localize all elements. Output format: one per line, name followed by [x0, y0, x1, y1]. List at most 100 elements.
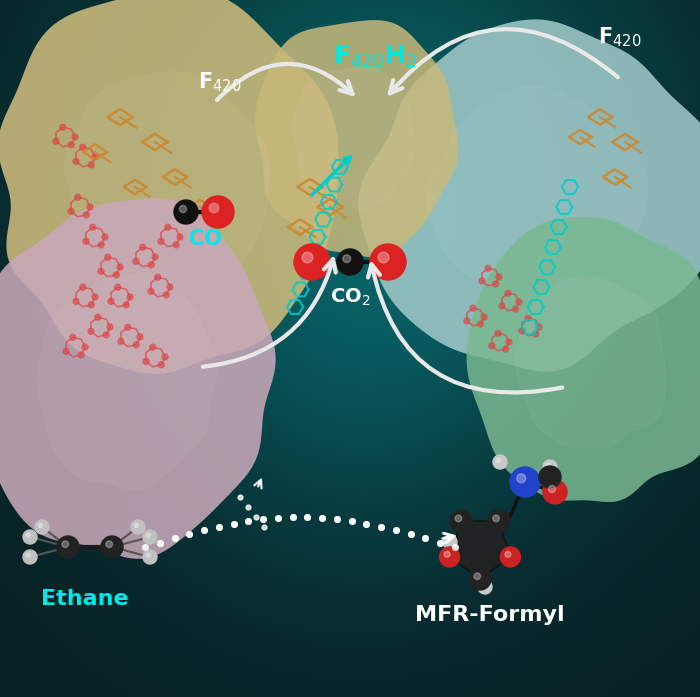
Circle shape	[302, 252, 313, 263]
Circle shape	[370, 244, 406, 280]
Circle shape	[505, 290, 511, 296]
Text: Ethane: Ethane	[41, 589, 129, 609]
Circle shape	[533, 331, 538, 337]
Circle shape	[102, 234, 108, 240]
Circle shape	[131, 520, 145, 534]
Circle shape	[113, 272, 119, 278]
Circle shape	[173, 242, 179, 248]
Circle shape	[337, 249, 363, 275]
Circle shape	[469, 568, 491, 590]
Circle shape	[23, 530, 37, 544]
Circle shape	[127, 294, 133, 300]
Circle shape	[105, 254, 111, 260]
Circle shape	[152, 254, 158, 260]
Circle shape	[546, 463, 550, 468]
Circle shape	[63, 348, 69, 354]
Circle shape	[75, 194, 80, 200]
Circle shape	[158, 238, 164, 245]
Circle shape	[35, 520, 49, 534]
Circle shape	[505, 551, 511, 558]
Circle shape	[90, 224, 96, 230]
Circle shape	[543, 480, 567, 504]
Text: F$_{420}$H$_2$: F$_{420}$H$_2$	[333, 44, 417, 70]
Circle shape	[539, 466, 561, 488]
Circle shape	[543, 460, 557, 474]
Circle shape	[72, 134, 78, 140]
Circle shape	[174, 200, 198, 224]
Circle shape	[106, 541, 113, 548]
Circle shape	[82, 344, 88, 350]
Circle shape	[148, 289, 154, 294]
Circle shape	[179, 206, 187, 213]
Circle shape	[481, 314, 487, 320]
Circle shape	[60, 124, 66, 130]
Circle shape	[477, 321, 484, 327]
Circle shape	[98, 242, 104, 248]
Circle shape	[143, 530, 157, 544]
Circle shape	[343, 255, 351, 263]
Circle shape	[158, 362, 164, 368]
Circle shape	[94, 314, 101, 320]
Circle shape	[133, 342, 139, 348]
Circle shape	[92, 294, 98, 300]
Circle shape	[103, 332, 109, 338]
Circle shape	[123, 302, 130, 308]
Circle shape	[481, 583, 485, 588]
Polygon shape	[358, 20, 700, 372]
Circle shape	[150, 344, 156, 351]
Circle shape	[117, 264, 123, 270]
Circle shape	[62, 541, 69, 548]
Circle shape	[516, 299, 522, 305]
Polygon shape	[467, 217, 700, 502]
Circle shape	[162, 354, 168, 360]
Polygon shape	[0, 0, 339, 374]
Circle shape	[519, 328, 525, 334]
Circle shape	[118, 338, 124, 344]
Circle shape	[495, 330, 501, 336]
Circle shape	[83, 212, 89, 218]
Circle shape	[464, 318, 470, 324]
Text: F$_{420}$: F$_{420}$	[598, 25, 642, 49]
Circle shape	[26, 533, 30, 537]
Circle shape	[209, 204, 219, 213]
Circle shape	[485, 266, 491, 271]
Circle shape	[88, 162, 95, 168]
Circle shape	[455, 515, 462, 521]
Circle shape	[177, 234, 183, 240]
Text: MFR-Formyl: MFR-Formyl	[415, 605, 565, 625]
Circle shape	[143, 358, 149, 365]
Circle shape	[506, 339, 512, 345]
Circle shape	[108, 298, 114, 305]
Circle shape	[548, 485, 556, 493]
Circle shape	[107, 324, 113, 330]
Circle shape	[512, 306, 519, 312]
Circle shape	[478, 580, 492, 594]
Circle shape	[489, 343, 495, 349]
Circle shape	[80, 144, 86, 151]
Circle shape	[101, 536, 123, 558]
Circle shape	[148, 262, 154, 268]
Text: F$_{420}$: F$_{420}$	[198, 70, 242, 94]
Text: CO: CO	[188, 229, 221, 249]
Circle shape	[163, 292, 169, 298]
Circle shape	[53, 138, 59, 144]
Circle shape	[444, 551, 450, 558]
Circle shape	[488, 510, 510, 532]
Circle shape	[73, 298, 79, 305]
Circle shape	[440, 547, 460, 567]
Circle shape	[155, 274, 161, 280]
Circle shape	[470, 305, 476, 312]
Circle shape	[164, 224, 171, 230]
Circle shape	[146, 553, 150, 558]
Circle shape	[78, 352, 84, 358]
Circle shape	[26, 553, 30, 558]
Circle shape	[92, 154, 98, 160]
Circle shape	[443, 535, 457, 549]
Circle shape	[88, 328, 94, 335]
Circle shape	[23, 550, 37, 564]
Circle shape	[133, 259, 139, 264]
Circle shape	[479, 278, 485, 284]
Circle shape	[125, 324, 131, 330]
Circle shape	[202, 196, 234, 228]
Circle shape	[115, 284, 121, 290]
